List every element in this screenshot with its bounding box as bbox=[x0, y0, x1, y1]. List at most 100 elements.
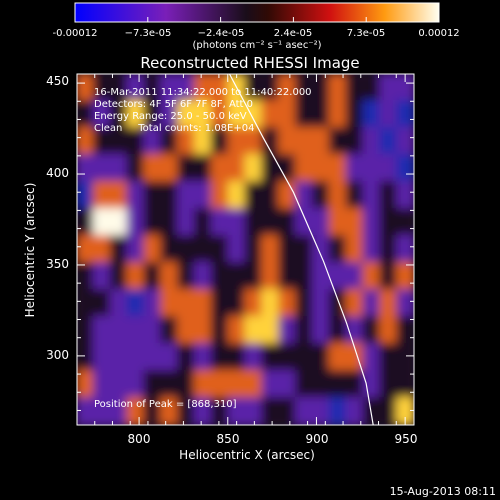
heatmap-cell bbox=[160, 370, 180, 399]
heatmap-cell bbox=[295, 316, 314, 345]
heatmap-cell bbox=[109, 235, 129, 264]
heatmap-cell bbox=[362, 74, 382, 102]
heatmap-cell bbox=[379, 343, 399, 372]
heatmap-cell bbox=[193, 154, 213, 183]
heatmap-cell bbox=[345, 235, 365, 264]
axis-ticks bbox=[77, 74, 415, 425]
heatmap-cell bbox=[92, 127, 112, 156]
heatmap-cell bbox=[193, 127, 213, 156]
heatmap-cell bbox=[126, 154, 146, 183]
heatmap-cell bbox=[261, 74, 281, 102]
heatmap-cell bbox=[160, 100, 180, 129]
heatmap-cell bbox=[77, 100, 95, 129]
info-clean-counts: Clean Total counts: 1.08E+04 bbox=[94, 123, 254, 134]
heatmap-cell bbox=[396, 127, 414, 156]
heatmap-cell bbox=[227, 154, 247, 183]
heatmap-cell bbox=[177, 154, 196, 183]
heatmap-cell bbox=[193, 74, 213, 102]
heatmap-cell bbox=[328, 262, 348, 291]
heatmap-cell bbox=[143, 127, 163, 156]
heatmap-cell bbox=[278, 100, 298, 129]
heatmap-cell bbox=[362, 154, 382, 183]
x-tick-label: 950 bbox=[395, 432, 418, 446]
heatmap-cell bbox=[345, 289, 365, 318]
heatmap-cell bbox=[261, 262, 281, 291]
heatmap-cell bbox=[379, 289, 399, 318]
heatmap-cell bbox=[143, 370, 163, 399]
heatmap-cell bbox=[379, 262, 399, 291]
heatmap-cell bbox=[328, 343, 348, 372]
heatmap-cell bbox=[77, 397, 95, 425]
heatmap-cell bbox=[278, 262, 298, 291]
heatmap-cell bbox=[77, 74, 95, 102]
heatmap-cell bbox=[244, 208, 264, 237]
heatmap-cell bbox=[244, 181, 264, 210]
heatmap-cell bbox=[177, 100, 196, 129]
heatmap-cell bbox=[244, 100, 264, 129]
heatmap-cell bbox=[109, 208, 129, 237]
heatmap-cell bbox=[77, 289, 95, 318]
heatmap-cell bbox=[244, 289, 264, 318]
heatmap-cell bbox=[345, 154, 365, 183]
heatmap-cell bbox=[261, 181, 281, 210]
heatmap-cell bbox=[396, 289, 414, 318]
heatmap-cell bbox=[362, 289, 382, 318]
heatmap-cell bbox=[77, 316, 95, 345]
y-tick-label: 400 bbox=[46, 166, 69, 180]
heatmap-cell bbox=[278, 370, 298, 399]
heatmap-cell bbox=[379, 74, 399, 102]
heatmap-cell bbox=[210, 208, 230, 237]
date-stamp: 15-Aug-2013 08:11 bbox=[389, 485, 496, 498]
heatmap-cell bbox=[210, 262, 230, 291]
heatmap-cell bbox=[362, 397, 382, 425]
heatmap-cell bbox=[396, 74, 414, 102]
heatmap-cell bbox=[311, 154, 331, 183]
heatmap-cell bbox=[396, 235, 414, 264]
heatmap-cell bbox=[109, 262, 129, 291]
heatmap-cell bbox=[143, 262, 163, 291]
heatmap-cell bbox=[109, 289, 129, 318]
heatmap-cell bbox=[210, 316, 230, 345]
heatmap-cell bbox=[77, 208, 95, 237]
heatmap-cell bbox=[328, 208, 348, 237]
heatmap-cell bbox=[109, 100, 129, 129]
heatmap-cell bbox=[160, 343, 180, 372]
heatmap-cell bbox=[126, 397, 146, 425]
heatmap-cell bbox=[328, 397, 348, 425]
heatmap-cell bbox=[261, 235, 281, 264]
heatmap-cell bbox=[379, 181, 399, 210]
heatmap-cell bbox=[396, 316, 414, 345]
colorbar-tick-label: -0.00012 bbox=[53, 28, 98, 39]
heatmap-cell bbox=[311, 262, 331, 291]
heatmap-cell bbox=[311, 235, 331, 264]
heatmap-cell bbox=[379, 127, 399, 156]
heatmap-cell bbox=[379, 154, 399, 183]
heatmap-cell bbox=[261, 316, 281, 345]
heatmap-cell bbox=[177, 181, 196, 210]
heatmap-cell bbox=[126, 127, 146, 156]
heatmap-cell bbox=[193, 289, 213, 318]
heatmap-cell bbox=[295, 370, 314, 399]
heatmap-cell bbox=[160, 397, 180, 425]
y-axis-label: Heliocentric Y (arcsec) bbox=[23, 183, 37, 318]
heatmap-cell bbox=[396, 343, 414, 372]
x-tick-label: 900 bbox=[306, 432, 329, 446]
heatmap-cell bbox=[345, 100, 365, 129]
heatmap-cell bbox=[379, 100, 399, 129]
colorbar: -0.00012 −7.3e-05 −2.4e-05 2.4e-05 7.3e-… bbox=[53, 2, 460, 51]
heatmap-cell bbox=[210, 370, 230, 399]
heatmap-cell bbox=[295, 343, 314, 372]
colorbar-tick-label: −7.3e-05 bbox=[125, 28, 172, 39]
heatmap-cell bbox=[244, 316, 264, 345]
heatmap-cell bbox=[362, 181, 382, 210]
heatmap-cell bbox=[92, 181, 112, 210]
heatmap-cell bbox=[92, 289, 112, 318]
heatmap-cell bbox=[77, 262, 95, 291]
heatmap-cell bbox=[143, 316, 163, 345]
heatmap-cell bbox=[143, 289, 163, 318]
heatmap-cell bbox=[160, 208, 180, 237]
heatmap-cell bbox=[295, 289, 314, 318]
heatmap-cell bbox=[177, 262, 196, 291]
heatmap-image bbox=[77, 74, 414, 425]
